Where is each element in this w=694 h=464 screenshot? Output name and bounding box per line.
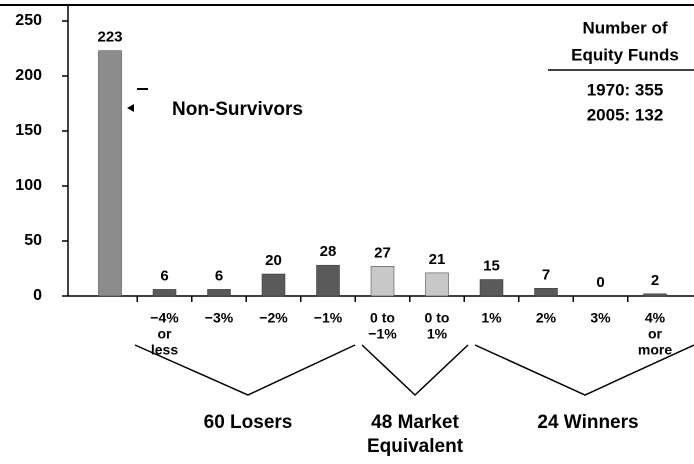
- value-label: 27: [374, 244, 391, 261]
- bar: [370, 266, 395, 297]
- y-tick-label: 200: [15, 67, 42, 84]
- value-label: 15: [483, 257, 500, 274]
- x-tick-label: 0 to: [425, 310, 450, 326]
- bracket: [361, 344, 469, 397]
- bar: [316, 264, 340, 297]
- bar: [207, 289, 231, 297]
- value-label: 223: [97, 29, 122, 46]
- x-tick-label: 4%: [645, 310, 666, 326]
- bar: [425, 272, 449, 297]
- x-tick-label: 0 to: [370, 310, 395, 326]
- box-text: Number of: [583, 18, 668, 37]
- x-tick-label: −4%: [150, 310, 179, 326]
- group-label: 48 Market: [371, 412, 459, 433]
- x-tick-label: −1%: [368, 326, 397, 342]
- y-tick-label: 0: [33, 287, 42, 304]
- bar: [261, 273, 286, 297]
- x-tick-label: −2%: [259, 310, 288, 326]
- bar: [98, 50, 122, 297]
- value-label: 2: [651, 272, 659, 289]
- value-label: 6: [215, 267, 223, 284]
- annotation: Non-Survivors: [172, 99, 303, 120]
- bar: [479, 279, 504, 297]
- group-label: Equivalent: [367, 436, 464, 457]
- y-tick-label: 150: [15, 122, 42, 139]
- box-text: 1970: 355: [587, 80, 664, 99]
- x-tick-label: more: [638, 342, 672, 358]
- value-label: 7: [542, 266, 550, 283]
- value-label: 20: [265, 252, 282, 269]
- x-tick-label: or: [158, 326, 173, 342]
- x-tick-label: 2%: [536, 310, 557, 326]
- y-tick-label: 250: [15, 12, 42, 29]
- x-tick-label: 1%: [481, 310, 502, 326]
- x-tick-label: 1%: [427, 326, 448, 342]
- y-tick-label: 100: [15, 177, 42, 194]
- box-text: Equity Funds: [571, 45, 679, 64]
- x-tick-label: −1%: [314, 310, 343, 326]
- box-text: 2005: 132: [587, 105, 664, 124]
- x-tick-label: 3%: [590, 310, 611, 326]
- bar: [152, 289, 177, 297]
- y-tick-label: 50: [24, 232, 42, 249]
- x-tick-label: less: [151, 342, 178, 358]
- group-label: 24 Winners: [537, 412, 638, 433]
- arrow: [127, 104, 134, 112]
- bracket: [474, 344, 694, 396]
- bar: [534, 288, 558, 297]
- value-label: 0: [596, 274, 604, 291]
- value-label: 28: [320, 243, 337, 260]
- x-tick-label: −3%: [205, 310, 234, 326]
- group-label: 60 Losers: [204, 412, 293, 433]
- bracket: [134, 344, 356, 396]
- bar: [643, 293, 667, 297]
- value-label: 6: [160, 267, 168, 284]
- value-label: 21: [429, 251, 446, 268]
- x-tick-label: or: [648, 326, 663, 342]
